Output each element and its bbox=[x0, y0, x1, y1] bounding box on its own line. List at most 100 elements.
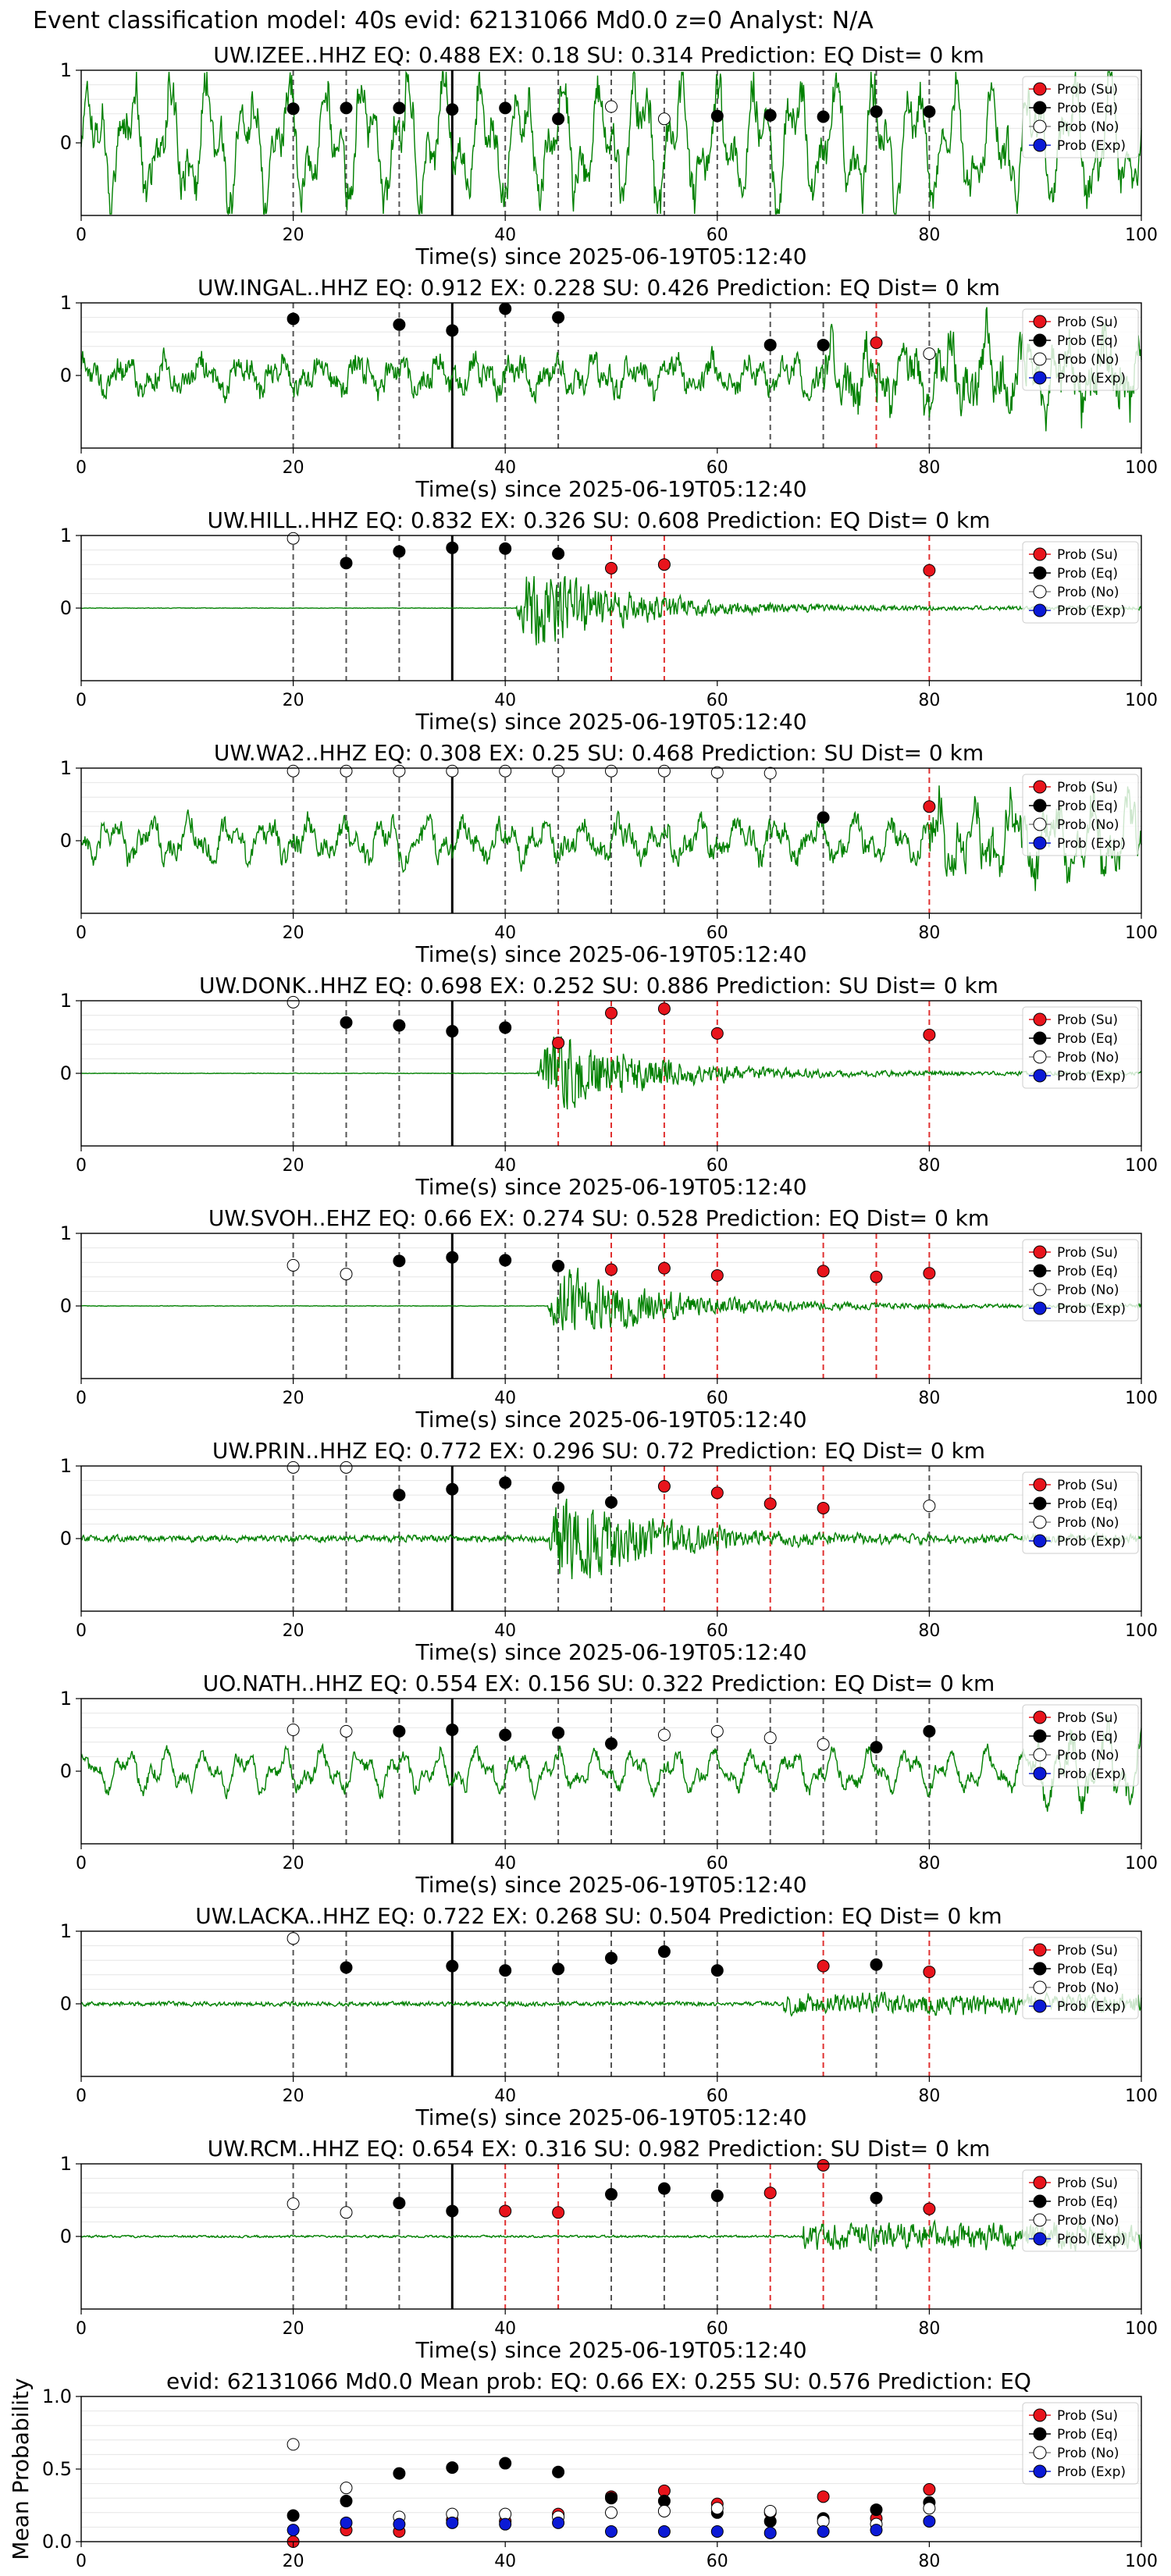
legend-label-su: Prob (Su) bbox=[1057, 2176, 1118, 2191]
prob-marker-eq bbox=[552, 1962, 565, 1976]
x-tick-label: 100 bbox=[1125, 2087, 1158, 2106]
prob-marker-no bbox=[340, 764, 353, 777]
y-tick-label: 0 bbox=[60, 1528, 72, 1550]
x-tick-label: 40 bbox=[494, 2319, 516, 2339]
y-tick-label: 1 bbox=[60, 525, 72, 546]
mean-marker-exp bbox=[657, 2524, 671, 2538]
station-panel-uw-prin--hhz: UW.PRIN..HHZ EQ: 0.772 EX: 0.296 SU: 0.7… bbox=[60, 1438, 1158, 1665]
legend-marker-eq bbox=[1033, 1031, 1047, 1045]
x-tick-label: 20 bbox=[283, 2087, 304, 2106]
prob-marker-eq bbox=[446, 541, 459, 554]
x-tick-label: 40 bbox=[494, 1156, 516, 1176]
prob-marker-eq bbox=[870, 105, 883, 119]
legend-label-su: Prob (Su) bbox=[1057, 1478, 1118, 1493]
panel-title: UW.WA2..HHZ EQ: 0.308 EX: 0.25 SU: 0.468… bbox=[214, 740, 984, 766]
prob-marker-no bbox=[657, 1728, 671, 1742]
legend-label-no: Prob (No) bbox=[1057, 817, 1119, 833]
prob-marker-eq bbox=[552, 547, 565, 560]
x-tick-label: 60 bbox=[707, 2087, 728, 2106]
station-panel-uw-donk--hhz: UW.DONK..HHZ EQ: 0.698 EX: 0.252 SU: 0.8… bbox=[60, 973, 1158, 1200]
legend-label-eq: Prob (Eq) bbox=[1057, 566, 1118, 582]
prob-marker-su bbox=[923, 2202, 936, 2215]
x-axis-label: Time(s) since 2025-06-19T05:12:40 bbox=[415, 2105, 806, 2130]
mean-marker-eq bbox=[499, 2457, 512, 2470]
station-panel-uw-hill--hhz: UW.HILL..HHZ EQ: 0.832 EX: 0.326 SU: 0.6… bbox=[60, 507, 1158, 735]
panel-title: UW.LACKA..HHZ EQ: 0.722 EX: 0.268 SU: 0.… bbox=[195, 1903, 1002, 1929]
prob-marker-su bbox=[817, 2158, 830, 2172]
prob-marker-eq bbox=[499, 1021, 512, 1034]
prob-marker-eq bbox=[552, 1726, 565, 1739]
prob-marker-no bbox=[605, 764, 618, 777]
legend-label-eq: Prob (Eq) bbox=[1057, 1496, 1118, 1512]
x-tick-label: 80 bbox=[918, 2087, 940, 2106]
prob-marker-eq bbox=[499, 101, 512, 115]
y-tick-label: 0 bbox=[60, 597, 72, 619]
legend-label-exp: Prob (Exp) bbox=[1057, 1534, 1126, 1550]
x-tick-label: 0 bbox=[76, 923, 87, 943]
legend-marker-exp bbox=[1033, 138, 1047, 152]
x-tick-label: 100 bbox=[1125, 691, 1158, 710]
x-tick-label: 100 bbox=[1125, 2552, 1158, 2571]
prob-marker-su bbox=[870, 1270, 883, 1283]
station-panel-uw-wa2--hhz: UW.WA2..HHZ EQ: 0.308 EX: 0.25 SU: 0.468… bbox=[60, 740, 1158, 967]
mean-marker-no bbox=[657, 2504, 671, 2517]
x-axis-label: Time(s) since 2025-06-19T05:12:40 bbox=[415, 1407, 806, 1432]
prob-marker-su bbox=[605, 1263, 618, 1276]
x-tick-label: 80 bbox=[918, 1389, 940, 1408]
mean-marker-exp bbox=[923, 2514, 936, 2528]
x-tick-label: 20 bbox=[283, 1156, 304, 1176]
prob-marker-eq bbox=[499, 1254, 512, 1267]
legend-label-exp: Prob (Exp) bbox=[1057, 1767, 1126, 1782]
x-axis-label: Time(s) since 2025-06-19T05:12:40 bbox=[415, 709, 806, 735]
prob-marker-eq bbox=[340, 101, 353, 115]
prob-marker-eq bbox=[340, 1961, 353, 1974]
legend-label-no: Prob (No) bbox=[1057, 1050, 1119, 1066]
prob-marker-no bbox=[710, 1724, 724, 1738]
x-tick-label: 80 bbox=[918, 2552, 940, 2571]
y-tick-label: 0 bbox=[60, 1993, 72, 2015]
legend-box bbox=[1022, 1006, 1139, 1089]
x-tick-label: 80 bbox=[918, 1156, 940, 1176]
legend-label-no: Prob (No) bbox=[1057, 1748, 1119, 1763]
prob-marker-su bbox=[710, 1268, 724, 1282]
legend-label-exp: Prob (Exp) bbox=[1057, 603, 1126, 619]
legend-marker-exp bbox=[1033, 1534, 1047, 1548]
x-tick-label: 20 bbox=[283, 2552, 304, 2571]
mean-marker-exp bbox=[340, 2516, 353, 2529]
mean-marker-no bbox=[923, 2502, 936, 2515]
y-tick-label: 0 bbox=[60, 365, 72, 386]
prob-marker-eq bbox=[340, 1016, 353, 1029]
legend-label-exp: Prob (Exp) bbox=[1057, 1301, 1126, 1317]
legend-marker-no bbox=[1033, 817, 1047, 831]
legend-marker-su bbox=[1033, 547, 1047, 561]
y-tick-label: 0 bbox=[60, 830, 72, 852]
y-tick-label: 0.5 bbox=[42, 2458, 72, 2480]
prob-marker-su bbox=[817, 1501, 830, 1514]
prob-marker-su bbox=[817, 1959, 830, 1973]
x-tick-label: 60 bbox=[707, 1621, 728, 1641]
x-axis-label: Time(s) since 2025-06-19T05:12:40 bbox=[415, 2337, 806, 2363]
legend-marker-eq bbox=[1033, 799, 1047, 813]
x-axis-label: Time(s) since 2025-06-19T05:12:40 bbox=[415, 244, 806, 269]
legend-marker-su bbox=[1033, 2176, 1047, 2190]
mean-marker-exp bbox=[552, 2516, 565, 2529]
y-tick-label: 0.0 bbox=[42, 2531, 72, 2553]
prob-marker-no bbox=[605, 100, 618, 113]
prob-marker-eq bbox=[446, 1251, 459, 1264]
prob-marker-eq bbox=[552, 1259, 565, 1272]
mean-marker-exp bbox=[870, 2524, 883, 2537]
prob-marker-no bbox=[763, 767, 777, 780]
legend-marker-su bbox=[1033, 2408, 1047, 2422]
prob-marker-eq bbox=[499, 1964, 512, 1977]
x-tick-label: 20 bbox=[283, 2319, 304, 2339]
mean-marker-no bbox=[340, 2482, 353, 2495]
prob-marker-eq bbox=[552, 1481, 565, 1494]
x-tick-label: 100 bbox=[1125, 226, 1158, 245]
panel-title: UW.DONK..HHZ EQ: 0.698 EX: 0.252 SU: 0.8… bbox=[199, 973, 998, 998]
prob-marker-eq bbox=[446, 1723, 459, 1736]
legend-marker-no bbox=[1033, 1283, 1047, 1297]
panel-title: UO.NATH..HHZ EQ: 0.554 EX: 0.156 SU: 0.3… bbox=[203, 1670, 995, 1696]
station-panel-uw-ingal--hhz: UW.INGAL..HHZ EQ: 0.912 EX: 0.228 SU: 0.… bbox=[60, 275, 1158, 502]
mean-marker-exp bbox=[763, 2526, 777, 2539]
